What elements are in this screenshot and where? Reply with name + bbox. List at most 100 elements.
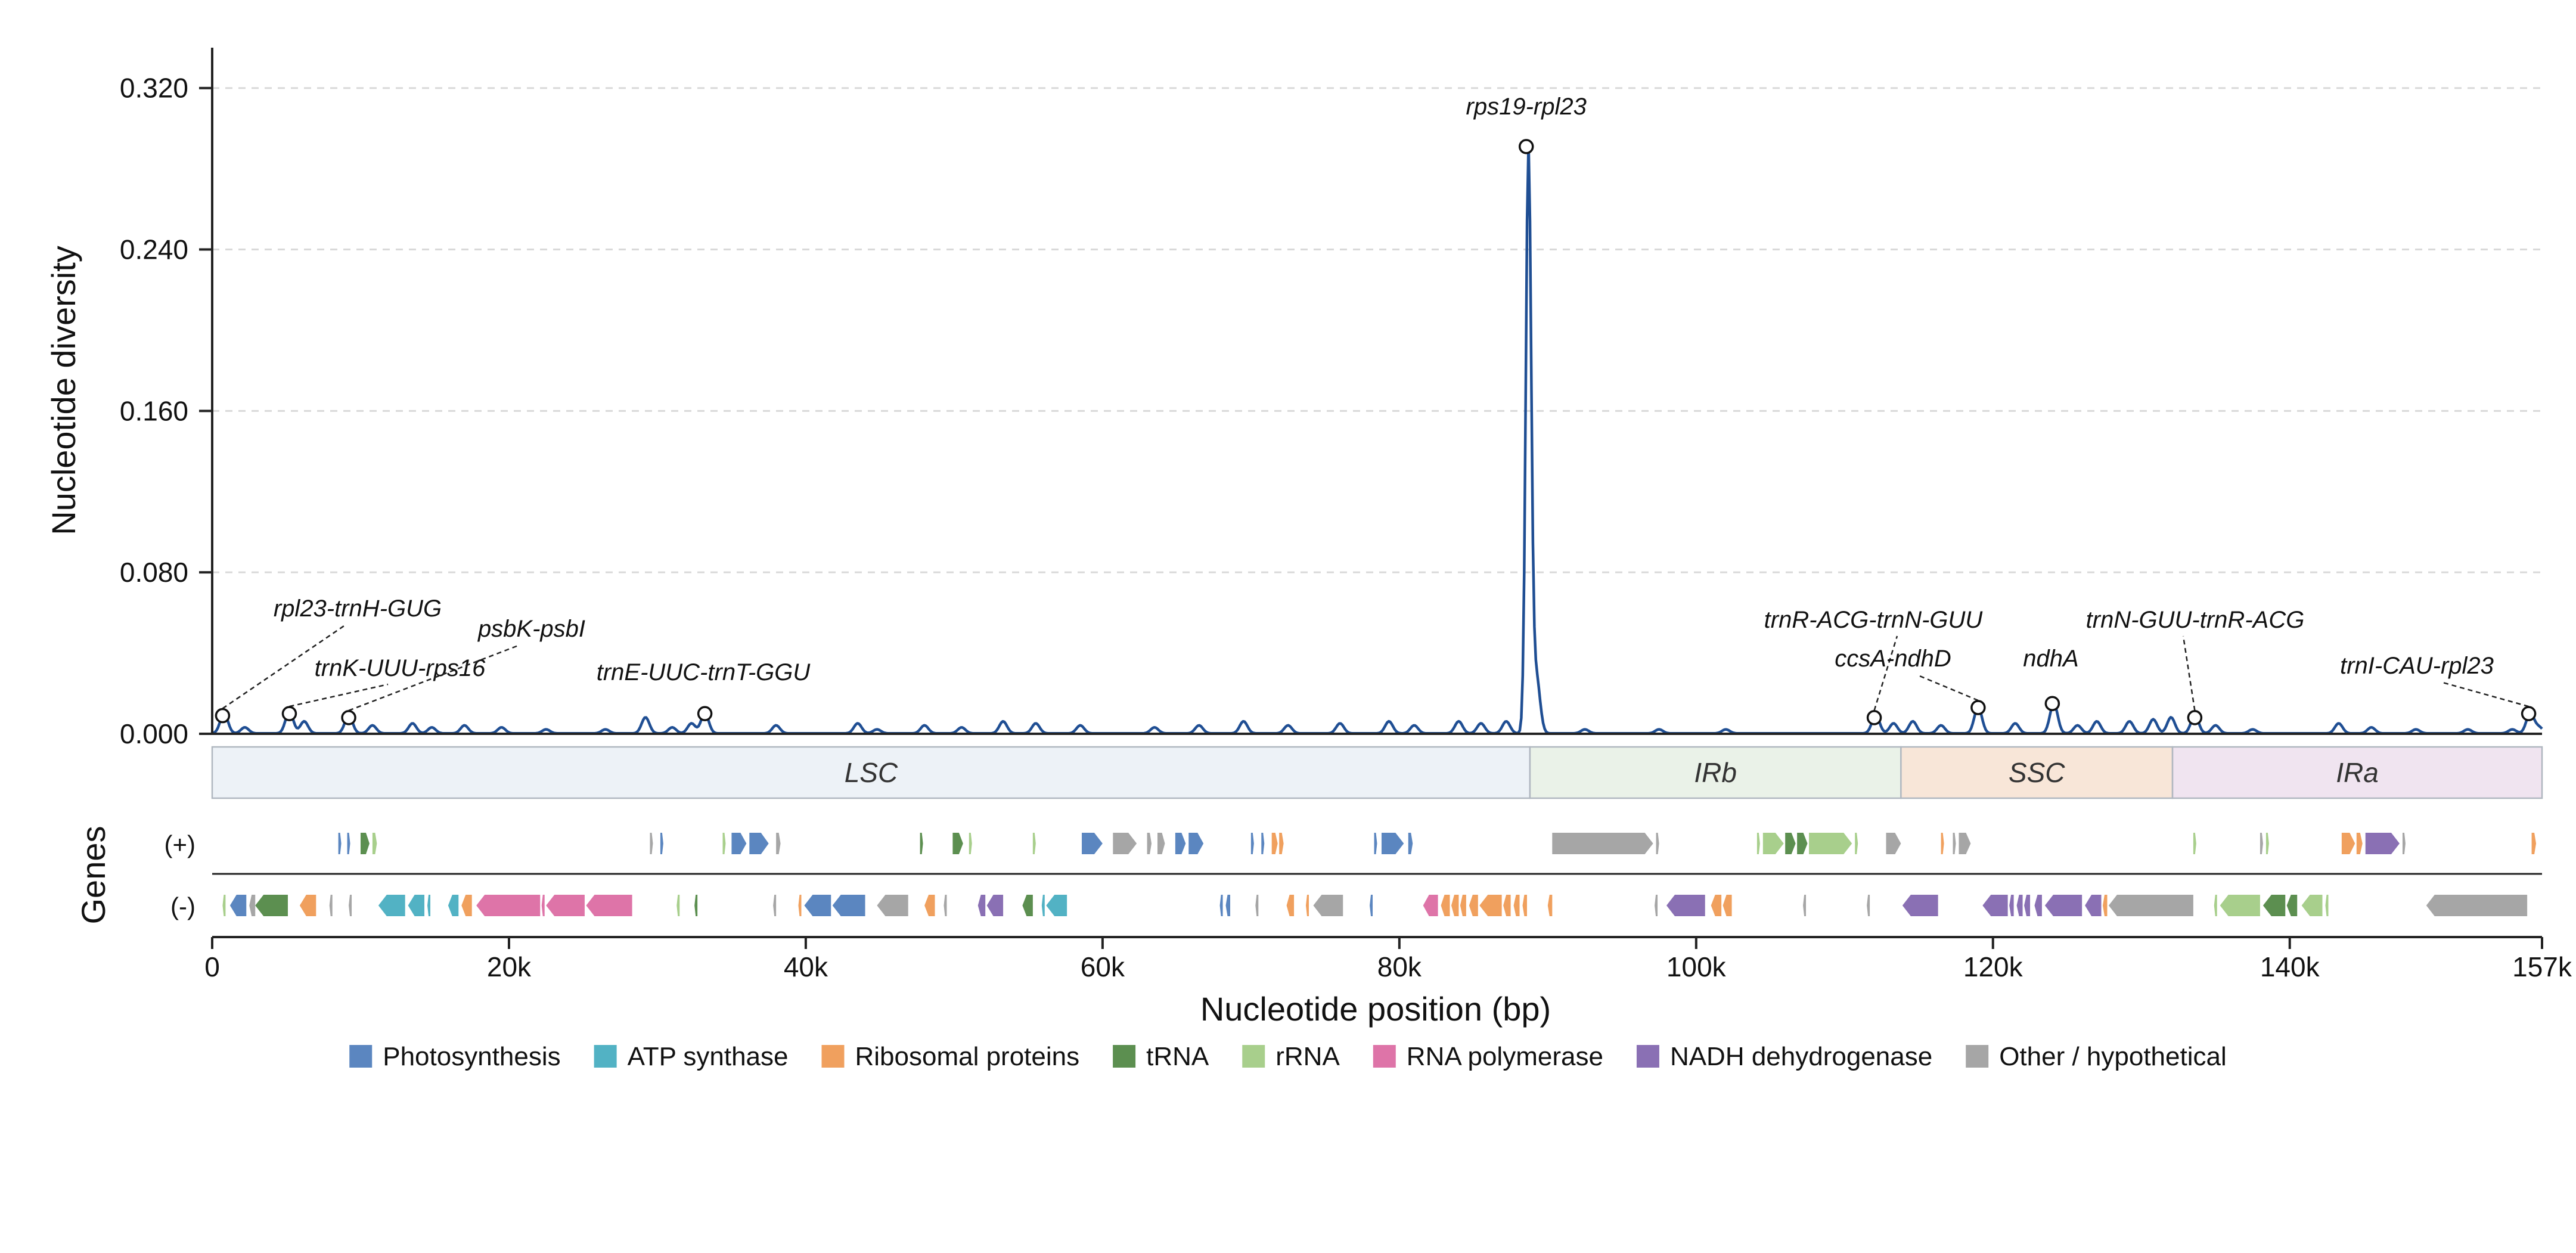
annotation-leader — [1916, 674, 1979, 702]
annotation-marker — [281, 706, 297, 721]
region-label: SSC — [2009, 757, 2065, 788]
gene-block — [877, 895, 908, 916]
gene-block — [1032, 833, 1036, 854]
gene-block — [1374, 833, 1377, 854]
gene-block — [1279, 833, 1284, 854]
gene-block — [1175, 833, 1186, 854]
annotation-label: psbK-psbI — [477, 616, 585, 642]
gene-block — [1381, 833, 1404, 854]
annotation-marker — [2044, 696, 2060, 711]
gene-block — [1666, 895, 1705, 916]
y-tick-label: 0.160 — [120, 395, 188, 426]
gene-block — [650, 833, 653, 854]
gene-block — [1219, 895, 1223, 916]
y-tick-label: 0.080 — [120, 557, 188, 588]
annotation-marker — [2187, 710, 2203, 725]
annotation-marker — [697, 706, 713, 721]
gene-block — [1552, 833, 1653, 854]
gene-block — [1722, 895, 1732, 916]
gene-block — [1902, 895, 1938, 916]
gene-block — [448, 895, 459, 916]
legend-swatch — [1242, 1045, 1265, 1068]
gene-block — [773, 895, 777, 916]
annotation-leader — [289, 683, 389, 708]
gene-block — [1147, 833, 1152, 854]
gene-block — [1250, 833, 1254, 854]
gene-block — [944, 895, 947, 916]
gene-block — [1451, 895, 1459, 916]
gene-block — [1547, 895, 1553, 916]
gene-block — [722, 833, 726, 854]
gene-block — [1803, 895, 1807, 916]
annotation-label: trnN-GUU-trnR-ACG — [2086, 607, 2305, 633]
gene-block — [1441, 895, 1450, 916]
x-tick-label: 157k — [2512, 951, 2572, 982]
region-block — [2171, 746, 2543, 799]
gene-block — [2009, 895, 2014, 916]
gene-block — [1711, 895, 1722, 916]
gene-block — [546, 895, 585, 916]
x-tick-label: 40k — [784, 951, 828, 982]
gene-block — [2108, 895, 2193, 916]
legend-label: Other / hypothetical — [1999, 1042, 2227, 1071]
gene-block — [1305, 895, 1309, 916]
gene-block — [776, 833, 781, 854]
gene-block — [660, 833, 663, 854]
legend-label: Photosynthesis — [383, 1042, 560, 1071]
y-tick-label: 0.320 — [120, 73, 188, 104]
gene-block — [1370, 895, 1373, 916]
annotation-marker — [1970, 700, 1986, 715]
gene-block — [255, 895, 288, 916]
gene-block — [1867, 895, 1870, 916]
gene-block — [1479, 895, 1502, 916]
legend-label: Ribosomal proteins — [855, 1042, 1079, 1071]
gene-block — [1513, 895, 1520, 916]
gene-block — [1046, 895, 1067, 916]
gene-block — [694, 895, 698, 916]
region-block — [1529, 746, 1902, 799]
annotation-marker — [2521, 706, 2537, 721]
legend-swatch — [821, 1045, 845, 1068]
gene-block — [1271, 833, 1278, 854]
gene-block — [329, 895, 333, 916]
gene-block — [586, 895, 632, 916]
gene-block — [1041, 895, 1045, 916]
legend-label: RNA polymerase — [1407, 1042, 1603, 1071]
legend-swatch — [1966, 1045, 1989, 1068]
gene-block — [408, 895, 425, 916]
annotation-label: trnR-ACG-trnN-GUU — [1764, 607, 1984, 633]
annotation-label: trnK-UUU-rps16 — [315, 655, 486, 681]
annotation-layer: rps19-rpl23 rpl23-trnH-GUG trnK-UUU-rps16 p… — [215, 94, 2537, 725]
gene-block — [1022, 895, 1033, 916]
x-tick-label: 20k — [487, 951, 532, 982]
annotation-label: trnE-UUC-trnT-GGU — [597, 659, 811, 686]
gene-block — [1886, 833, 1901, 854]
legend-swatch — [594, 1045, 617, 1068]
gene-block — [832, 895, 865, 916]
gene-block — [986, 895, 1004, 916]
gene-block — [461, 895, 472, 916]
gene-block — [2341, 833, 2355, 854]
gene-block — [476, 895, 541, 916]
x-axis-title: Nucleotide position (bp) — [1200, 990, 1551, 1028]
gene-block — [804, 895, 831, 916]
gene-block — [2193, 833, 2196, 854]
region-block — [211, 746, 1531, 799]
gene-block — [347, 833, 350, 854]
legend-label: rRNA — [1275, 1042, 1340, 1071]
gene-block — [2016, 895, 2023, 916]
gene-block — [2325, 895, 2329, 916]
annotation-label: ndhA — [2023, 646, 2078, 672]
gene-block — [541, 895, 545, 916]
annotation-label: rpl23-trnH-GUG — [274, 596, 442, 622]
annotation-label: ccsA-ndhD — [1835, 646, 1951, 672]
gene-block — [1656, 833, 1659, 854]
gene-block — [1855, 833, 1858, 854]
gene-block — [1785, 833, 1796, 854]
gene-block — [1261, 833, 1265, 854]
x-tick-label: 120k — [1963, 951, 2023, 982]
genes-track-title: Genes — [75, 826, 112, 925]
annotation-leader — [2182, 635, 2196, 711]
region-track: LSC IRb SSC IRa — [211, 746, 2543, 799]
